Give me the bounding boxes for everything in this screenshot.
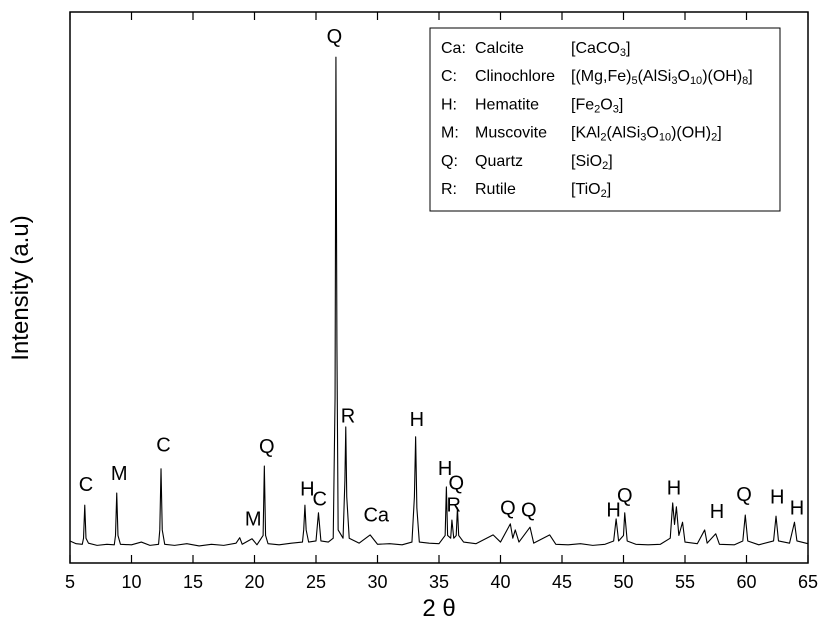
- legend-formula: [CaCO3]: [571, 40, 630, 59]
- peak-label: H: [410, 409, 424, 431]
- peak-label: H: [710, 501, 724, 523]
- peak-label: Q: [500, 497, 516, 519]
- formula-part: (AlSi: [606, 125, 640, 142]
- formula-part: 5: [631, 75, 637, 87]
- formula-part: )(OH): [671, 125, 711, 142]
- x-tick-label: 55: [675, 572, 695, 592]
- legend-code: H:: [441, 96, 457, 113]
- formula-part: 10: [659, 131, 671, 143]
- formula-part: )(OH): [702, 68, 742, 85]
- x-tick-label: 35: [429, 572, 449, 592]
- formula-part: 3: [640, 131, 646, 143]
- legend-box: [429, 27, 781, 212]
- formula-part: 10: [690, 75, 702, 87]
- formula-part: (AlSi: [638, 68, 672, 85]
- formula-part: [CaCO: [571, 40, 620, 57]
- legend-formula: [SiO2]: [571, 153, 613, 172]
- peak-label: Q: [617, 485, 633, 507]
- x-tick-label: 15: [183, 572, 203, 592]
- formula-part: ]: [607, 181, 611, 198]
- x-tick-label: 45: [552, 572, 572, 592]
- legend-code: R:: [441, 181, 457, 198]
- formula-part: 2: [600, 131, 606, 143]
- legend-name: Rutile: [475, 181, 516, 198]
- peak-label: Q: [448, 472, 464, 494]
- x-tick-label: 30: [367, 572, 387, 592]
- formula-part: [KAl: [571, 125, 600, 142]
- peak-label: Ca: [363, 504, 389, 526]
- peak-label: H: [790, 497, 804, 519]
- xrd-pattern: [69, 56, 809, 547]
- formula-part: 2: [711, 131, 717, 143]
- x-tick-label: 5: [65, 572, 75, 592]
- peak-label: R: [447, 495, 461, 517]
- legend-name: Muscovite: [475, 125, 547, 142]
- peak-label: M: [111, 463, 128, 485]
- formula-part: ]: [626, 40, 630, 57]
- formula-part: 3: [613, 103, 619, 115]
- legend-name: Clinochlore: [475, 68, 555, 85]
- formula-part: 8: [742, 75, 748, 87]
- formula-part: ]: [717, 125, 721, 142]
- y-axis-label: Intensity (a.u): [7, 215, 34, 360]
- peak-label: R: [341, 405, 355, 427]
- peak-label: H: [300, 479, 314, 501]
- x-tick-label: 65: [798, 572, 818, 592]
- formula-part: [SiO: [571, 153, 602, 170]
- x-tick-label: 50: [613, 572, 633, 592]
- x-tick-label: 25: [306, 572, 326, 592]
- legend-name: Calcite: [475, 40, 524, 57]
- formula-part: [Fe: [571, 96, 594, 113]
- peak-label: H: [667, 477, 681, 499]
- formula-part: ]: [608, 153, 612, 170]
- formula-part: 3: [671, 75, 677, 87]
- x-tick-label: 10: [121, 572, 141, 592]
- legend-code: Q:: [441, 153, 458, 170]
- peak-label: M: [245, 508, 262, 530]
- x-tick-label: 20: [244, 572, 264, 592]
- legend-formula: [Fe2O3]: [571, 96, 623, 115]
- peak-label: C: [156, 434, 170, 456]
- peak-label: Q: [327, 26, 343, 48]
- legend-formula: [KAl2(AlSi3O10)(OH)2]: [571, 125, 722, 144]
- formula-part: [(Mg,Fe): [571, 68, 631, 85]
- formula-part: O: [646, 125, 658, 142]
- x-tick-label: 40: [490, 572, 510, 592]
- legend-formula: [(Mg,Fe)5(AlSi3O10)(OH)8]: [571, 68, 753, 87]
- formula-part: O: [677, 68, 689, 85]
- formula-part: 3: [620, 47, 626, 59]
- legend-name: Hematite: [475, 96, 539, 113]
- x-axis-label: 2 θ: [422, 595, 455, 622]
- formula-part: O: [600, 96, 612, 113]
- formula-part: 2: [594, 103, 600, 115]
- legend-formula: [TiO2]: [571, 181, 611, 200]
- peak-label: C: [79, 474, 93, 496]
- peak-label: Q: [736, 484, 752, 506]
- legend-code: M:: [441, 125, 459, 142]
- formula-part: 2: [601, 188, 607, 200]
- x-tick-label: 60: [736, 572, 756, 592]
- peak-label: C: [312, 488, 326, 510]
- peak-label: Q: [521, 499, 537, 521]
- legend-name: Quartz: [475, 153, 523, 170]
- peak-label: H: [770, 486, 784, 508]
- peak-label: H: [606, 499, 620, 521]
- formula-part: [TiO: [571, 181, 601, 198]
- peak-label: H: [438, 458, 452, 480]
- formula-part: 2: [602, 160, 608, 172]
- legend-code: Ca:: [441, 40, 466, 57]
- legend-code: C:: [441, 68, 457, 85]
- peak-label: Q: [259, 436, 275, 458]
- formula-part: ]: [619, 96, 623, 113]
- formula-part: ]: [748, 68, 752, 85]
